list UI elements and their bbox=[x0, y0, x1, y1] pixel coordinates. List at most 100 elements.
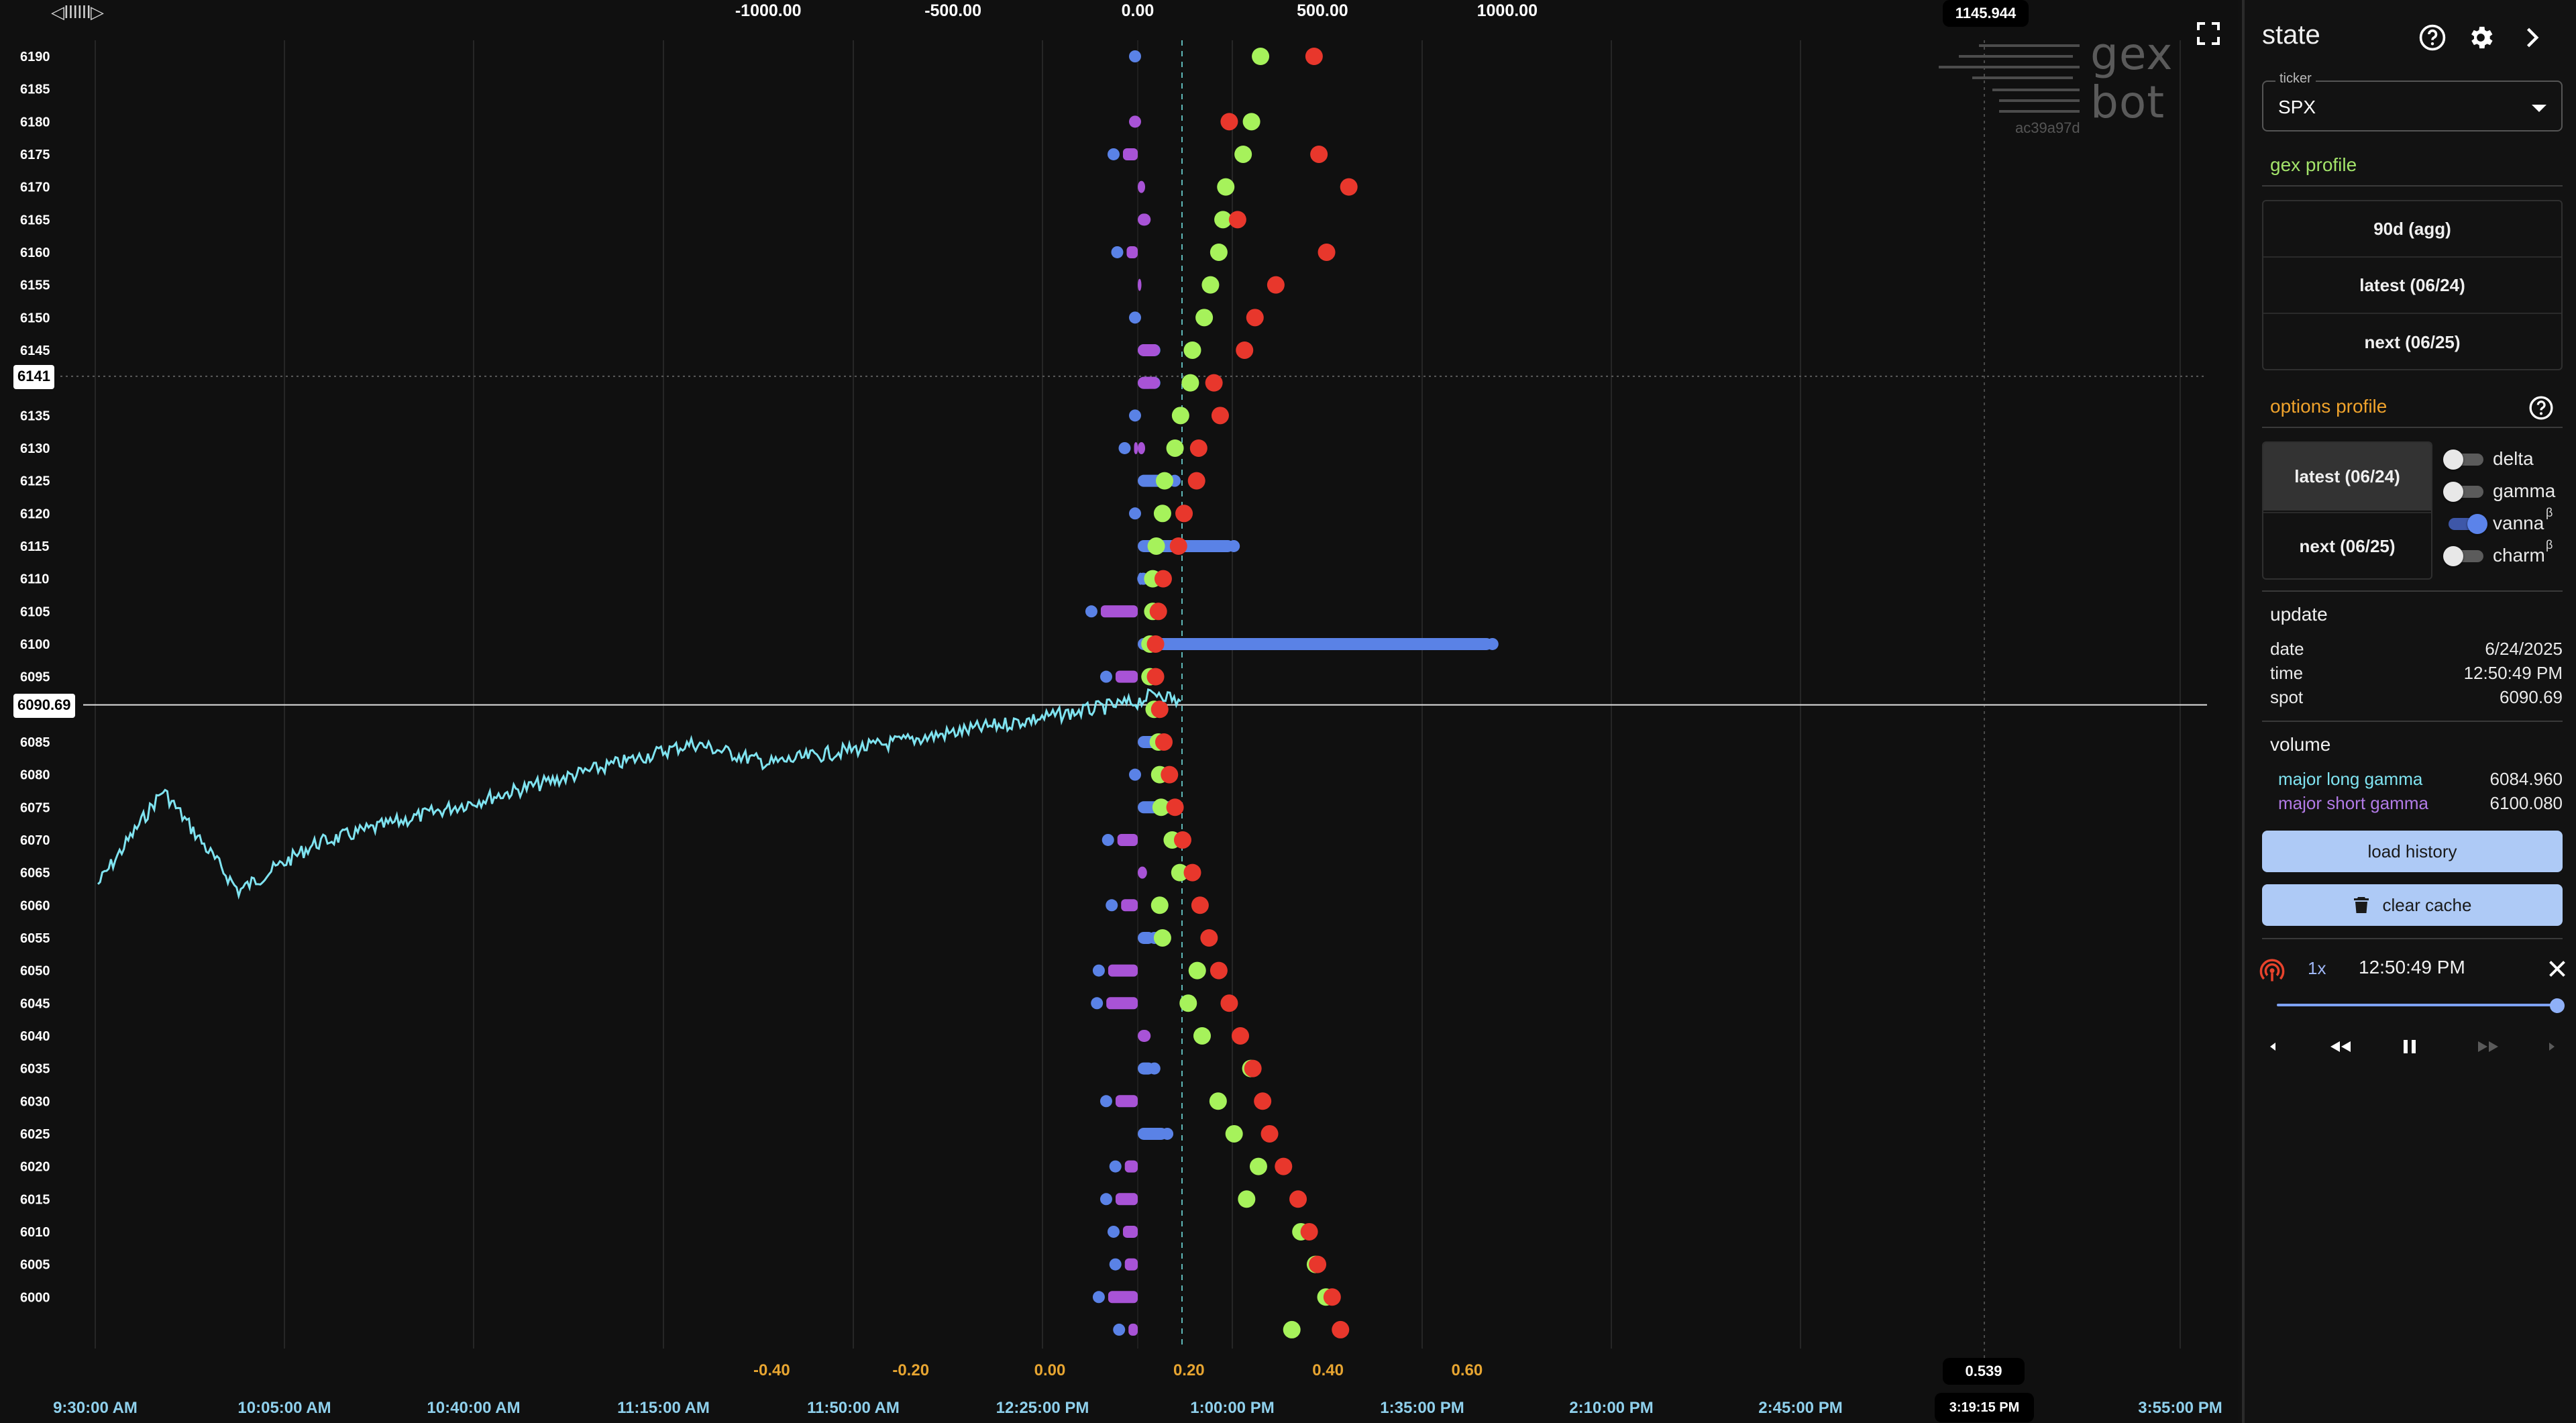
strike-label: 6055 bbox=[20, 931, 50, 946]
gex-button-latest[interactable]: latest (06/24) bbox=[2263, 258, 2561, 314]
step-forward-icon[interactable] bbox=[2544, 1033, 2560, 1060]
clear-cache-button[interactable]: clear cache bbox=[2262, 884, 2563, 926]
vanna-long-point bbox=[1201, 276, 1220, 294]
gex-bar-negative bbox=[1108, 964, 1138, 977]
vanna-long-point bbox=[1249, 1157, 1267, 1175]
toggle-knob[interactable] bbox=[2443, 546, 2463, 566]
help-icon[interactable] bbox=[2418, 23, 2447, 52]
ticker-select[interactable]: ticker SPX bbox=[2262, 71, 2563, 131]
toggle-gamma[interactable]: gamma bbox=[2443, 478, 2571, 505]
top-axis-tick-label: 1000.00 bbox=[1477, 1, 1538, 20]
step-back-icon[interactable] bbox=[2265, 1033, 2281, 1060]
strike-label: 6180 bbox=[20, 115, 50, 129]
chart-canvas[interactable]: 9:30:00 AM 10:05:00 AM 10:40:00 AM 11:15:00… bbox=[0, 0, 2238, 1423]
gex-point bbox=[1129, 311, 1141, 324]
playback-slider-track[interactable] bbox=[2277, 1004, 2557, 1006]
spot-price-line-series bbox=[97, 688, 1181, 900]
toggle-knob[interactable] bbox=[2467, 514, 2487, 534]
vanna-short-point bbox=[1220, 113, 1238, 131]
vanna-long-point bbox=[1214, 211, 1232, 229]
vanna-short-point bbox=[1323, 1288, 1341, 1306]
bottom-axis-badge: 0.539 bbox=[1943, 1358, 2025, 1385]
gex-bar-cap bbox=[1148, 1062, 1161, 1075]
toggle-charm[interactable]: charm β bbox=[2443, 538, 2571, 569]
gex-bar-cap bbox=[1099, 1095, 1112, 1108]
strike-label: 6105 bbox=[20, 604, 50, 619]
vanna-long-point bbox=[1150, 896, 1169, 914]
time-tick-label: 12:25:00 PM bbox=[996, 1399, 1089, 1417]
watermark-bot: bot bbox=[2090, 76, 2165, 128]
gex-bar-negative bbox=[1121, 899, 1138, 912]
gex-bar-cap bbox=[1118, 441, 1131, 454]
rewind-icon[interactable] bbox=[2325, 1033, 2356, 1060]
vanna-short-point bbox=[1309, 1255, 1327, 1273]
chevron-down-icon bbox=[2532, 105, 2546, 112]
gex-bar-negative bbox=[1128, 1323, 1138, 1336]
vanna-short-point bbox=[1189, 439, 1208, 457]
vanna-short-point bbox=[1175, 505, 1193, 523]
gex-button-next[interactable]: next (06/25) bbox=[2364, 331, 2461, 352]
options-button-next[interactable]: next (06/25) bbox=[2263, 512, 2431, 578]
toggle-knob[interactable] bbox=[2443, 482, 2463, 502]
strike-label: 6185 bbox=[20, 83, 50, 97]
gex-bar-cap bbox=[1092, 1291, 1105, 1304]
options-help-icon[interactable] bbox=[2528, 394, 2555, 421]
gex-bar-cap bbox=[1099, 670, 1112, 683]
trash-icon bbox=[2353, 897, 2369, 913]
time-tick-label: 10:05:00 AM bbox=[237, 1399, 331, 1417]
toggle-vanna[interactable]: vanna β bbox=[2443, 506, 2571, 537]
collapse-handle-icon[interactable]: ◁IIIIII▷ bbox=[51, 3, 104, 23]
vanna-short-point bbox=[1205, 374, 1223, 392]
gex-point bbox=[1129, 507, 1141, 520]
vanna-long-point bbox=[1147, 537, 1165, 555]
gex-bar-negative bbox=[1108, 1291, 1138, 1304]
vanna-long-point bbox=[1153, 505, 1171, 523]
ticker-label: ticker bbox=[2275, 71, 2316, 87]
gex-bar-negative bbox=[1115, 670, 1138, 683]
toggle-delta[interactable]: delta bbox=[2443, 445, 2571, 472]
vanna-short-point bbox=[1173, 831, 1191, 849]
vanna-short-point bbox=[1236, 341, 1254, 359]
time-tick-label: 2:45:00 PM bbox=[1758, 1399, 1842, 1417]
options-button-latest[interactable]: latest (06/24) bbox=[2263, 443, 2431, 511]
chevron-right-icon[interactable] bbox=[2517, 23, 2546, 52]
gex-chart[interactable]: 9:30:00 AM 10:05:00 AM 10:40:00 AM 11:15:00… bbox=[0, 0, 2238, 1423]
gex-button-90d[interactable]: 90d (agg) bbox=[2263, 201, 2561, 258]
time-tick-label: 1:35:00 PM bbox=[1380, 1399, 1464, 1417]
playback-slider-thumb[interactable] bbox=[2550, 998, 2565, 1013]
vanna-short-point bbox=[1228, 211, 1246, 229]
update-date-value: 6/24/2025 bbox=[2485, 639, 2563, 659]
strike-label: 6015 bbox=[20, 1192, 50, 1207]
fullscreen-icon[interactable] bbox=[2195, 20, 2222, 47]
time-tick-label: 1:00:00 PM bbox=[1190, 1399, 1274, 1417]
close-icon[interactable] bbox=[2545, 957, 2569, 981]
strike-label: 6075 bbox=[20, 800, 50, 815]
watermark-gex: gex bbox=[2090, 28, 2174, 80]
gex-bar-secondary bbox=[1138, 180, 1146, 193]
playback-time: 12:50:49 PM bbox=[2359, 957, 2465, 978]
load-history-label: load history bbox=[2367, 841, 2457, 861]
live-broadcast-icon[interactable] bbox=[2258, 955, 2286, 984]
vanna-short-point bbox=[1246, 309, 1264, 327]
strike-label: 6050 bbox=[20, 964, 50, 979]
strike-label: 6165 bbox=[20, 213, 50, 227]
vanna-short-point bbox=[1267, 276, 1285, 294]
gex-bar-negative bbox=[1124, 1160, 1138, 1173]
strike-label: 6010 bbox=[20, 1225, 50, 1240]
watermark-hash: ac39a97d bbox=[2015, 119, 2080, 136]
gex-bar-cap bbox=[1109, 1160, 1122, 1173]
gex-bar-cap bbox=[1091, 997, 1104, 1010]
toggle-knob[interactable] bbox=[2443, 450, 2463, 470]
gear-icon[interactable] bbox=[2466, 23, 2496, 52]
gex-point bbox=[1129, 115, 1141, 128]
load-history-button[interactable]: load history bbox=[2262, 831, 2563, 872]
strike-label: 6035 bbox=[20, 1062, 50, 1077]
playback-speed[interactable]: 1x bbox=[2308, 958, 2326, 978]
vanna-short-point bbox=[1200, 929, 1218, 947]
pause-icon[interactable] bbox=[2396, 1033, 2423, 1060]
vanna-short-point bbox=[1318, 243, 1336, 261]
vanna-short-point bbox=[1289, 1190, 1307, 1208]
gex-profile-buttons: 90d (agg) latest (06/24) next (06/25) bbox=[2262, 200, 2563, 370]
bottom-axis-tick-label: 0.40 bbox=[1312, 1361, 1344, 1379]
fast-forward-icon[interactable] bbox=[2473, 1033, 2504, 1060]
